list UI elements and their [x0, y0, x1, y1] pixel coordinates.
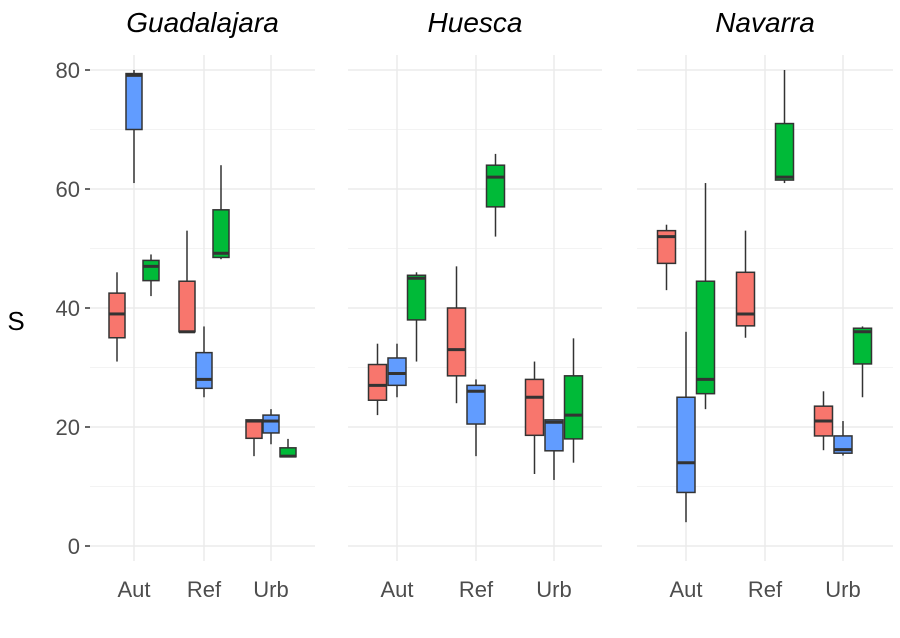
- x-tick-label: Ref: [459, 577, 494, 602]
- y-tick-label: 20: [56, 415, 80, 440]
- box: [367, 363, 388, 401]
- x-tick-label: Urb: [536, 577, 571, 602]
- box: [563, 375, 584, 440]
- box: [852, 327, 873, 365]
- box: [195, 351, 213, 390]
- box: [212, 209, 230, 259]
- x-tick-label: Aut: [669, 577, 702, 602]
- box: [142, 259, 160, 282]
- box: [485, 164, 506, 208]
- box: [544, 419, 564, 452]
- box: [524, 378, 545, 437]
- y-axis-label: S: [7, 306, 24, 336]
- facet-title: Navarra: [715, 7, 815, 38]
- box: [676, 396, 696, 494]
- box: [735, 271, 756, 327]
- box: [262, 414, 280, 434]
- x-tick-label: Urb: [253, 577, 288, 602]
- box: [656, 229, 677, 265]
- box: [446, 307, 467, 377]
- box: [774, 122, 795, 181]
- x-tick-label: Aut: [380, 577, 413, 602]
- y-tick-label: 80: [56, 58, 80, 83]
- y-tick-label: 60: [56, 177, 80, 202]
- y-tick-label: 40: [56, 296, 80, 321]
- y-tick-label: 0: [68, 534, 80, 559]
- box: [178, 280, 196, 333]
- facet-title: Guadalajara: [126, 7, 279, 38]
- x-tick-label: Urb: [825, 577, 860, 602]
- box: [245, 419, 263, 440]
- x-tick-label: Aut: [117, 577, 150, 602]
- box: [387, 357, 407, 387]
- box: [466, 384, 486, 425]
- box: [406, 274, 427, 321]
- x-tick-label: Ref: [187, 577, 222, 602]
- box: [125, 72, 143, 131]
- facet-title: Huesca: [428, 7, 523, 38]
- x-tick-label: Ref: [748, 577, 783, 602]
- box: [695, 280, 716, 395]
